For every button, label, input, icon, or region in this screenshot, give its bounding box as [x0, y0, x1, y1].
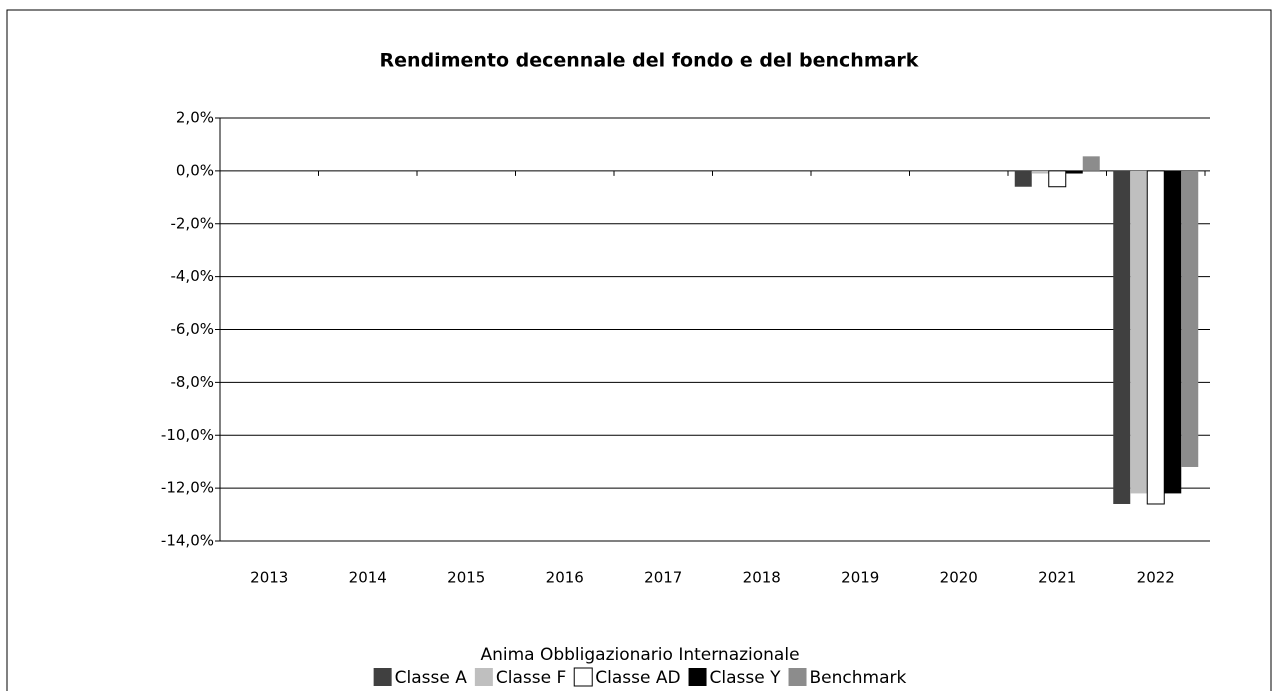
bar [1181, 170, 1199, 467]
chart-title: Rendimento decennale del fondo e del ben… [380, 50, 919, 72]
legend-swatch [474, 668, 493, 686]
legend: Classe A Classe F Classe AD Classe Y Benchma… [373, 667, 907, 688]
x-tick-label: 2022 [1137, 569, 1175, 587]
x-tick-label: 2021 [1038, 569, 1076, 587]
x-tick-label: 2019 [841, 569, 879, 587]
y-tick-label: -8,0% [170, 373, 214, 391]
legend-title: Anima Obbligazionario Internazionale [480, 645, 799, 665]
x-tick-label: 2020 [940, 569, 978, 587]
x-tick-label: 2015 [447, 569, 485, 587]
legend-swatch [788, 668, 807, 686]
legend-swatch [573, 667, 593, 687]
legend-swatch [373, 668, 392, 686]
legend-label: Classe Y [710, 668, 782, 688]
legend-label: Classe A [395, 668, 468, 688]
legend-swatch [688, 668, 707, 686]
x-tick-label: 2017 [644, 569, 682, 587]
bar [1065, 170, 1083, 174]
y-tick-label: -14,0% [161, 532, 214, 550]
x-tick-label: 2013 [250, 569, 288, 587]
bar [1082, 156, 1100, 171]
bar [1130, 170, 1148, 494]
y-tick-label: -4,0% [170, 267, 214, 285]
legend-label: Benchmark [810, 668, 907, 688]
x-tick-label: 2014 [349, 569, 387, 587]
y-tick-label: -2,0% [170, 214, 214, 232]
y-tick-label: -10,0% [161, 426, 214, 444]
bar [1146, 170, 1165, 505]
legend-label: Classe AD [595, 668, 680, 688]
bar [1048, 170, 1067, 188]
bar [1113, 170, 1131, 504]
y-tick-label: -12,0% [161, 479, 214, 497]
x-tick-label: 2016 [546, 569, 584, 587]
chart-border [6, 9, 1272, 691]
x-tick-label: 2018 [743, 569, 781, 587]
y-tick-label: 2,0% [176, 109, 214, 127]
bar [1164, 170, 1182, 494]
y-tick-label: -6,0% [170, 320, 214, 338]
bar [1031, 170, 1049, 174]
legend-label: Classe F [496, 668, 566, 688]
bar [1014, 170, 1032, 187]
y-tick-label: 0,0% [176, 161, 214, 179]
